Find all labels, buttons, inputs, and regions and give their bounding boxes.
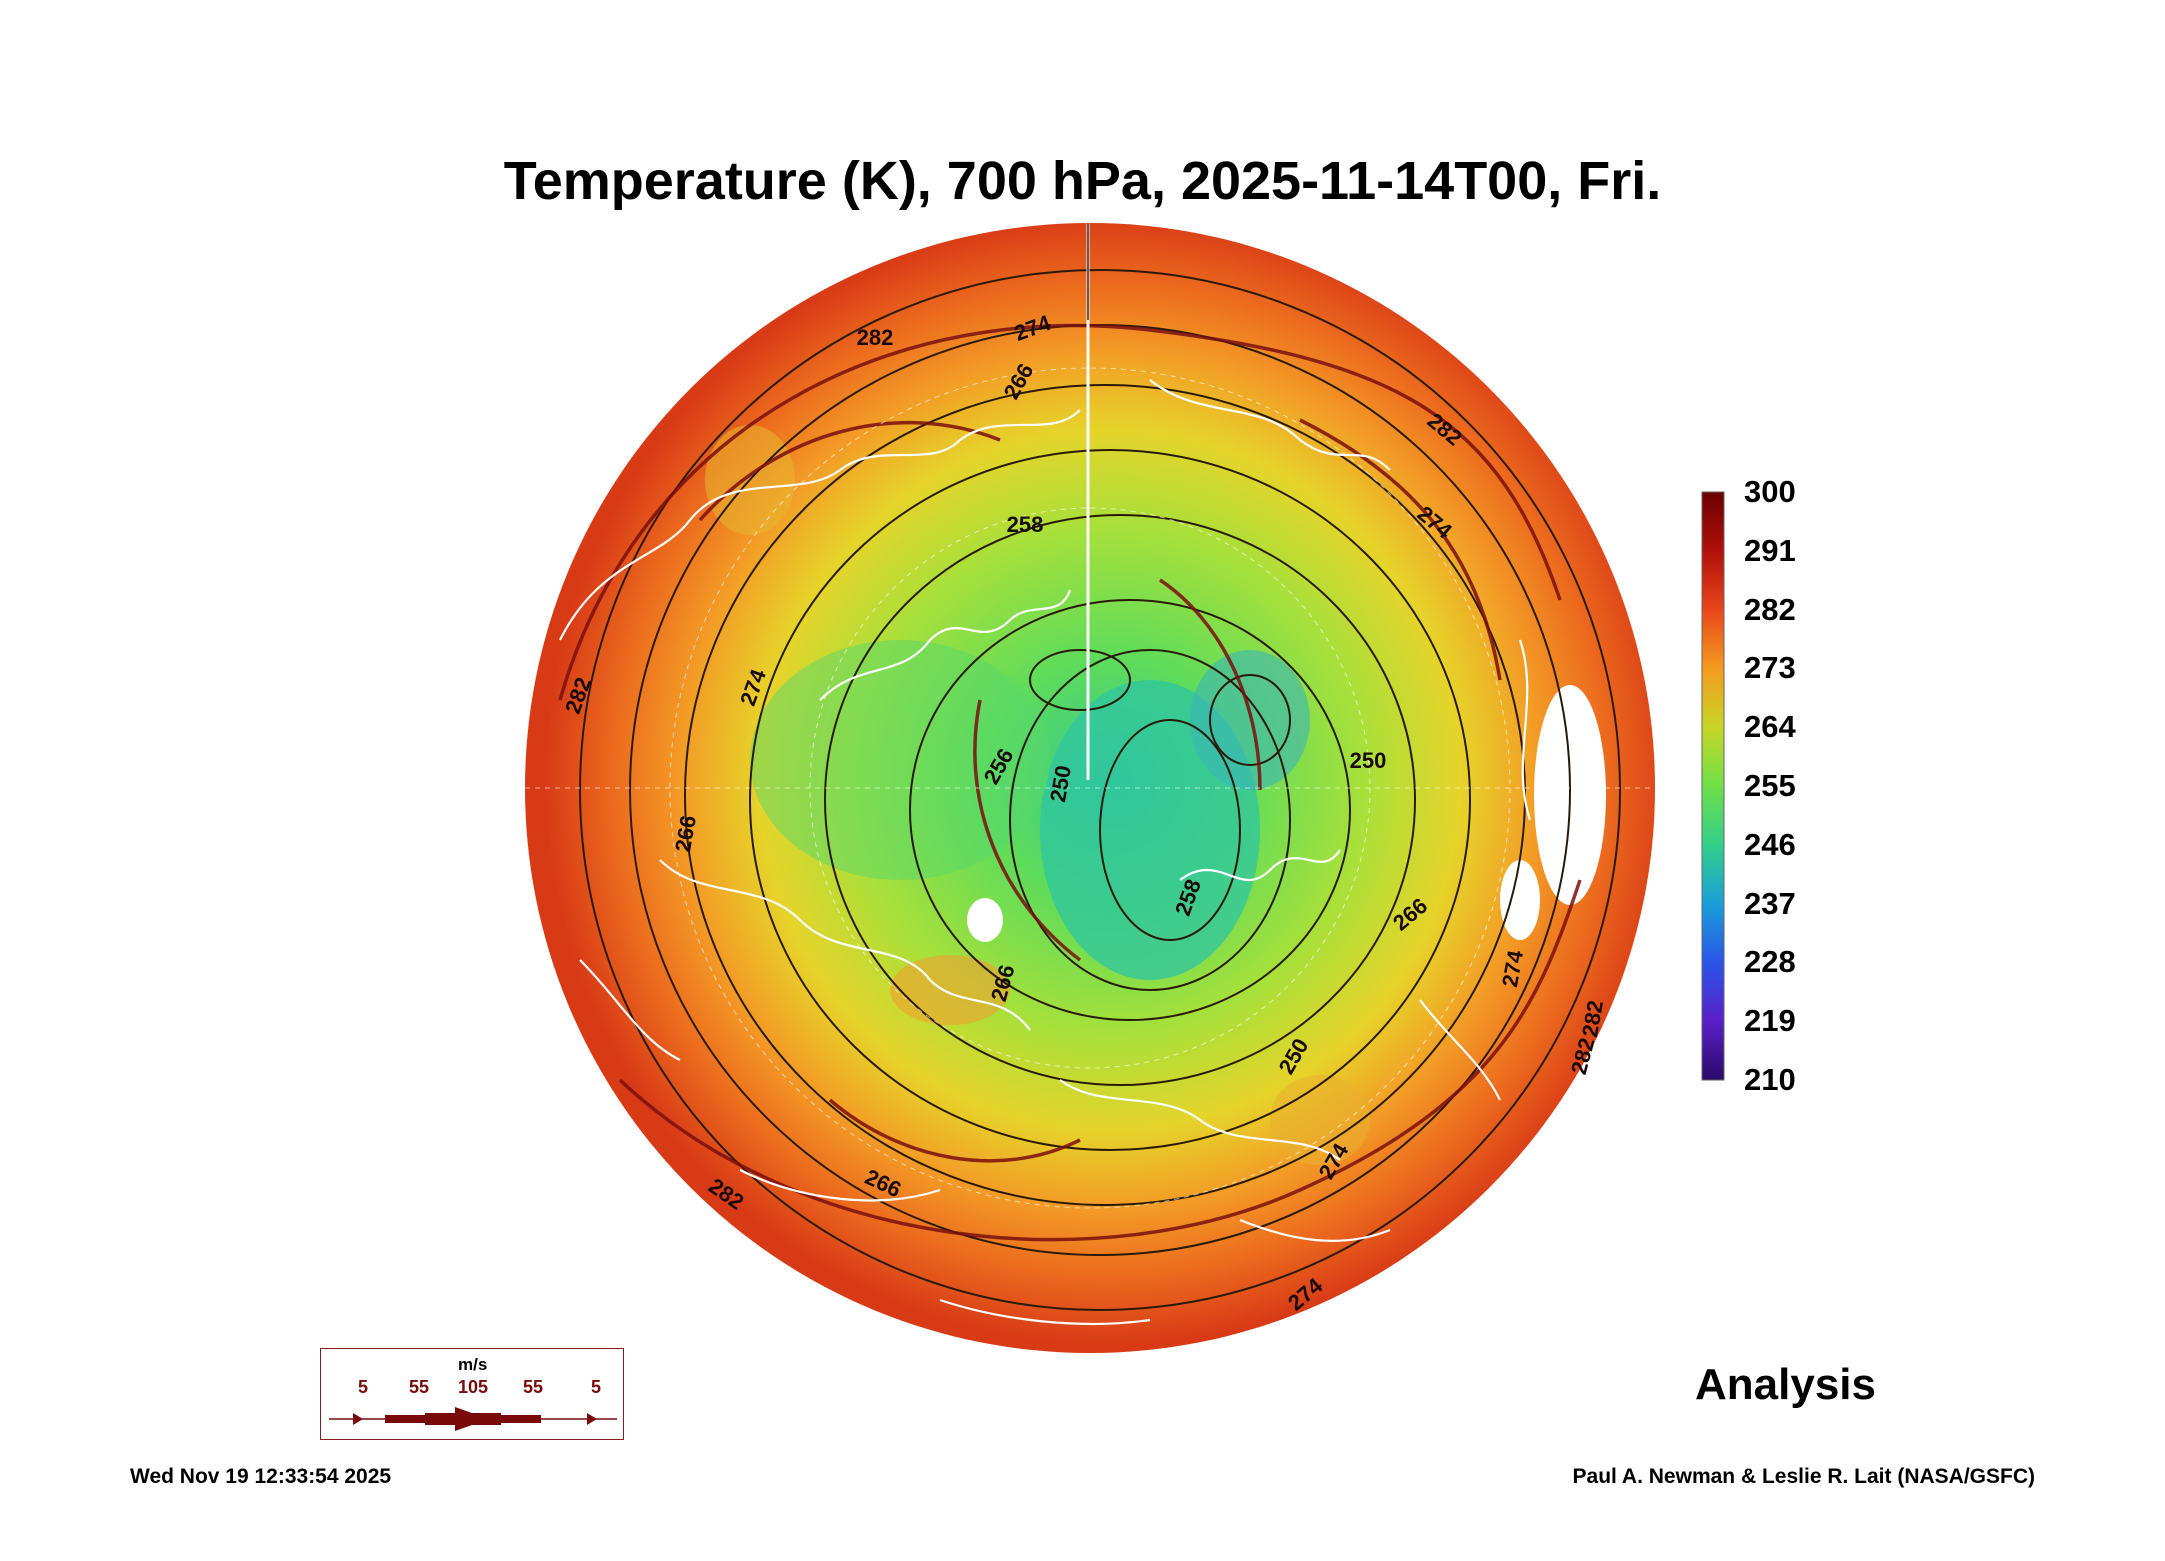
- colorbar-label: 282: [1744, 591, 1796, 627]
- colorbar-label: 237: [1744, 885, 1796, 921]
- colorbar-label: 228: [1744, 944, 1796, 980]
- contour-label: 282: [857, 325, 894, 350]
- colorbar-label: 219: [1744, 1003, 1796, 1039]
- legend-value: 5: [357, 1377, 369, 1397]
- colorbar: [1701, 491, 1725, 1081]
- timestamp: Wed Nov 19 12:33:54 2025: [130, 1465, 392, 1488]
- contour-label: 282: [1577, 998, 1608, 1039]
- colorbar-label: 264: [1744, 709, 1796, 745]
- analysis-label: Analysis: [1695, 1360, 1876, 1409]
- legend-unit: m/s: [458, 1355, 488, 1374]
- wind-speed-legend: m/s 5 55 105 55 5: [320, 1348, 624, 1440]
- contour-label: 250: [1350, 748, 1387, 773]
- legend-value: 55: [408, 1377, 430, 1397]
- legend-value: 105: [457, 1377, 489, 1397]
- colorbar-label: 210: [1744, 1062, 1796, 1097]
- colorbar-label: 255: [1744, 768, 1796, 803]
- map-title: Temperature (K), 700 hPa, 2025-11-14T00,…: [503, 151, 1662, 211]
- colorbar-label: 273: [1744, 650, 1796, 686]
- credit: Paul A. Newman & Leslie R. Lait (NASA/GS…: [1572, 1465, 2035, 1488]
- globe: 282 274 266 258 250 256 266 282 274 266 …: [525, 223, 1655, 1353]
- colorbar-label: 300: [1744, 474, 1796, 509]
- legend-arrow: [329, 1407, 617, 1431]
- colorbar-label: 246: [1744, 826, 1796, 862]
- legend-value: 5: [590, 1377, 602, 1397]
- colorbar-ramp: [1701, 491, 1725, 1081]
- colorbar-label: 291: [1744, 532, 1796, 568]
- contour-label: 258: [1007, 512, 1044, 537]
- legend-value: 55: [522, 1377, 544, 1397]
